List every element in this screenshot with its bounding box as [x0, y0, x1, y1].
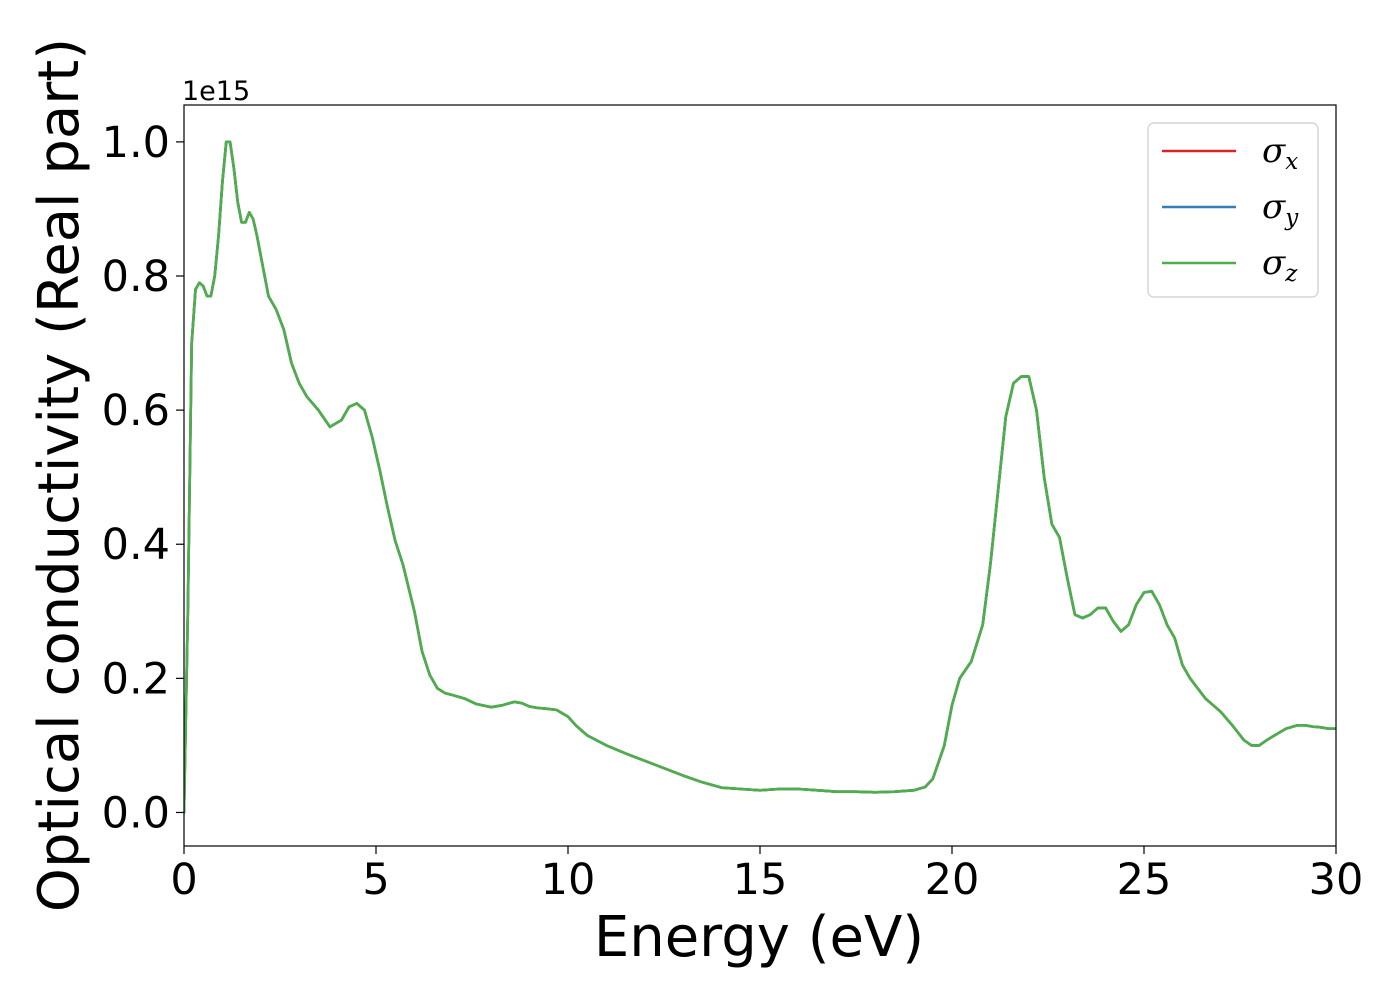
legend-subscript: y [1284, 205, 1299, 231]
y-tick-label: 0.6 [102, 386, 170, 436]
x-tick-label: 15 [733, 855, 788, 905]
x-axis-label: Energy (eV) [594, 905, 924, 970]
legend-label-y: σy [1262, 187, 1299, 231]
legend-label-z: σz [1262, 243, 1298, 287]
legend-frame [1147, 122, 1319, 298]
x-axis: 0 5 10 15 20 25 30 [170, 846, 1363, 905]
legend-label-x: σx [1262, 131, 1298, 175]
legend-subscript: z [1284, 261, 1298, 287]
y-tick-label: 0.4 [102, 520, 170, 570]
x-tick-label: 30 [1309, 855, 1364, 905]
legend-symbol: σ [1262, 131, 1286, 171]
y-axis: 0.0 0.2 0.4 0.6 0.8 1.0 [102, 118, 184, 838]
series-line-z [184, 140, 1336, 814]
x-tick-label: 0 [170, 855, 197, 905]
y-axis-label: Optical conductivity (Real part) [27, 38, 92, 912]
y-tick-label: 0.2 [102, 654, 170, 704]
x-tick-label: 5 [362, 855, 389, 905]
series-layer [184, 140, 1336, 814]
y-tick-label: 0.0 [102, 788, 170, 838]
legend-symbol: σ [1262, 187, 1286, 227]
x-tick-label: 20 [925, 855, 980, 905]
x-tick-label: 25 [1117, 855, 1172, 905]
x-tick-label: 10 [541, 855, 596, 905]
y-tick-label: 1.0 [102, 118, 170, 168]
y-offset-text: 1e15 [182, 76, 250, 107]
y-tick-label: 0.8 [102, 252, 170, 302]
legend-symbol: σ [1262, 243, 1286, 283]
legend-subscript: x [1285, 149, 1298, 175]
